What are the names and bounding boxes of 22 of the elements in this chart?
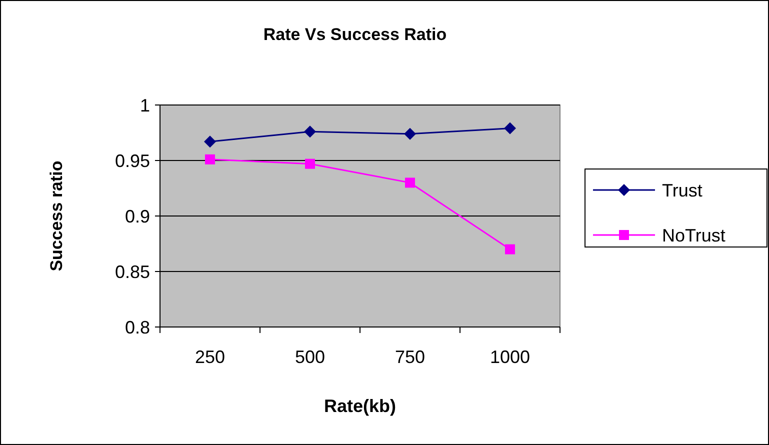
y-tick-label: 0.95 <box>114 150 150 171</box>
x-axis-title: Rate(kb) <box>324 396 396 416</box>
legend-label: NoTrust <box>662 225 726 246</box>
y-tick-label: 0.85 <box>114 262 150 282</box>
chart-title: Rate Vs Success Ratio <box>263 25 447 44</box>
point <box>504 122 516 134</box>
point <box>305 158 315 169</box>
point <box>405 178 415 188</box>
point <box>304 126 316 138</box>
x-tick-label: 750 <box>394 347 426 367</box>
y-tick-label: 0.8 <box>124 317 150 338</box>
y-tick-label: 1 <box>140 95 150 116</box>
point <box>204 136 216 148</box>
x-tick-label: 250 <box>194 347 226 367</box>
x-tick-label: 500 <box>294 347 326 367</box>
legend-label: Trust <box>662 180 702 200</box>
y-tick-label: 0.9 <box>124 206 150 226</box>
point <box>205 154 215 164</box>
x-tick-label: 1000 <box>490 347 530 367</box>
y-axis-title: Success ratio <box>47 160 66 272</box>
point <box>505 244 515 254</box>
point <box>404 128 416 140</box>
